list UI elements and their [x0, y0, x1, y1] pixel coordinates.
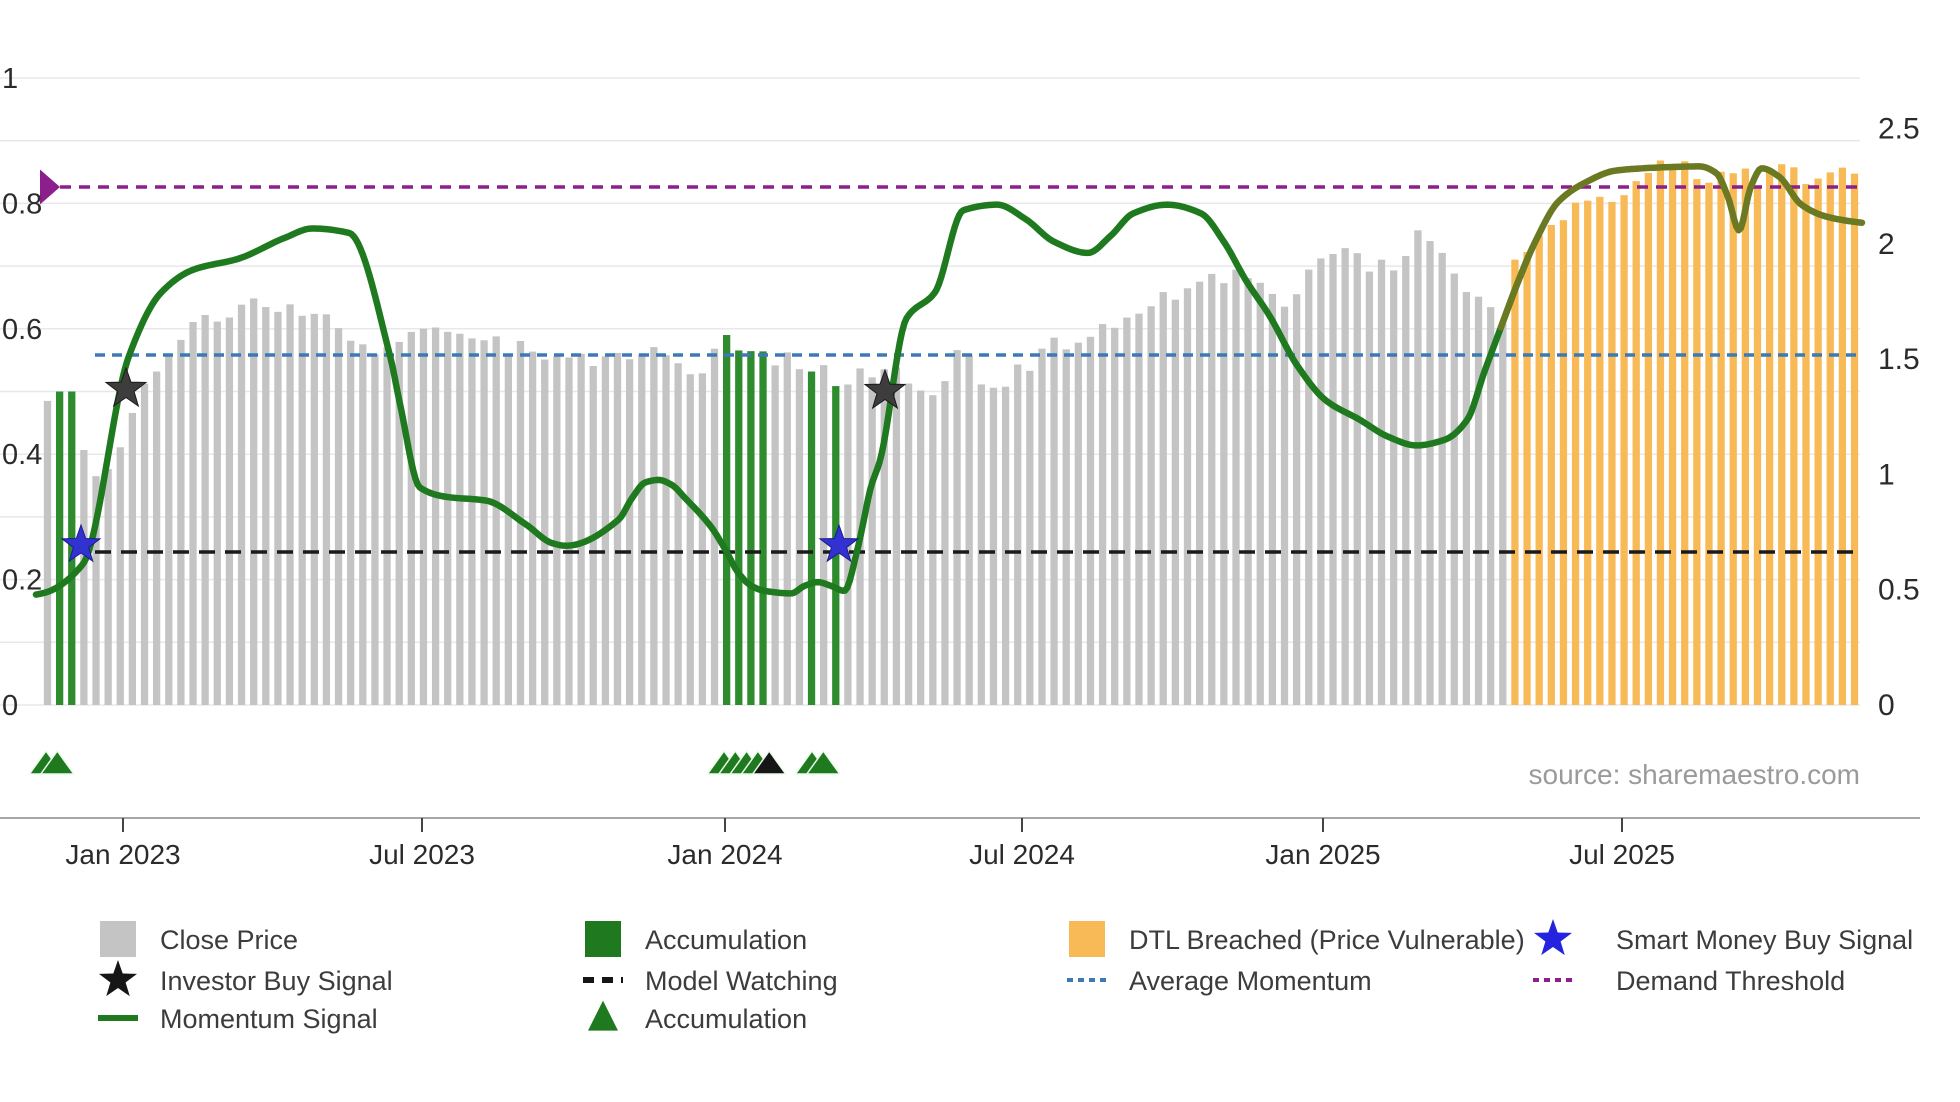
- svg-text:Momentum Signal: Momentum Signal: [160, 1004, 378, 1034]
- svg-text:0: 0: [1878, 689, 1895, 722]
- svg-text:Jul 2024: Jul 2024: [969, 839, 1075, 870]
- svg-text:Close Price: Close Price: [160, 925, 298, 955]
- svg-text:Investor Buy Signal: Investor Buy Signal: [160, 966, 393, 996]
- svg-text:Jan 2024: Jan 2024: [667, 839, 782, 870]
- svg-text:Jan 2023: Jan 2023: [65, 839, 180, 870]
- svg-text:2.5: 2.5: [1878, 113, 1920, 146]
- svg-text:Jul 2025: Jul 2025: [1569, 839, 1675, 870]
- svg-text:0.5: 0.5: [1878, 574, 1920, 607]
- svg-text:0.2: 0.2: [2, 565, 42, 597]
- svg-text:0.8: 0.8: [2, 188, 42, 220]
- svg-text:source: sharemaestro.com: source: sharemaestro.com: [1529, 759, 1860, 790]
- svg-text:2: 2: [1878, 228, 1895, 261]
- svg-text:1: 1: [2, 63, 18, 95]
- svg-text:Model Watching: Model Watching: [645, 966, 838, 996]
- svg-text:1: 1: [1878, 458, 1895, 491]
- svg-text:Accumulation: Accumulation: [645, 1004, 807, 1034]
- svg-text:1.5: 1.5: [1878, 343, 1920, 376]
- svg-text:Jan 2025: Jan 2025: [1265, 839, 1380, 870]
- svg-text:Average Momentum: Average Momentum: [1129, 966, 1372, 996]
- svg-text:0: 0: [2, 690, 18, 722]
- svg-text:0.6: 0.6: [2, 314, 42, 346]
- svg-text:Smart Money Buy Signal: Smart Money Buy Signal: [1616, 925, 1913, 955]
- svg-text:0.4: 0.4: [2, 439, 42, 471]
- svg-text:Jul 2023: Jul 2023: [369, 839, 475, 870]
- svg-text:Accumulation: Accumulation: [645, 925, 807, 955]
- svg-text:DTL Breached (Price Vulnerable: DTL Breached (Price Vulnerable): [1129, 925, 1525, 955]
- svg-text:Demand Threshold: Demand Threshold: [1616, 966, 1845, 996]
